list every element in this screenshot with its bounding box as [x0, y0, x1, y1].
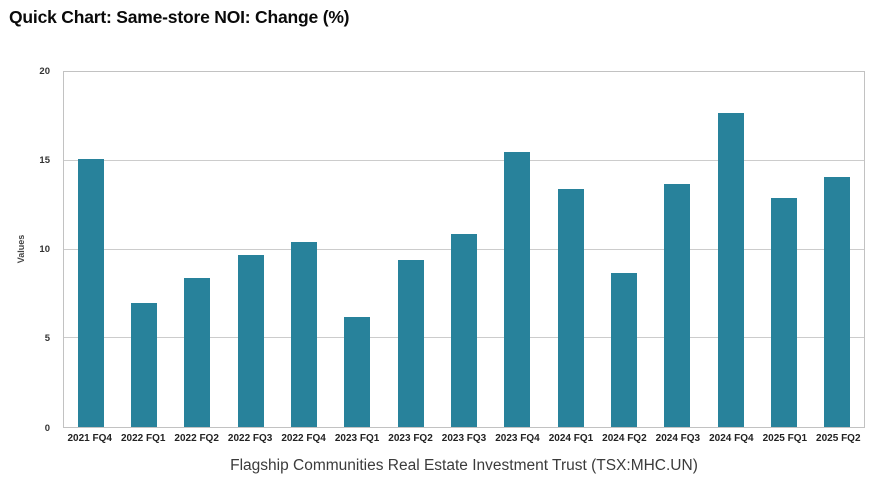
- y-tick-label: 5: [44, 333, 50, 344]
- x-tick-label: 2023 FQ3: [441, 433, 487, 444]
- y-tick-label: 0: [44, 422, 50, 434]
- bar-2024-fq2: [610, 272, 637, 427]
- x-tick-label: 2022 FQ2: [174, 433, 219, 444]
- x-tick-label: 2023 FQ4: [495, 433, 540, 444]
- bar-slot: [757, 72, 810, 427]
- bar-slot: [597, 72, 650, 427]
- bar-2025-fq1: [770, 198, 797, 427]
- bar-slot: [491, 72, 544, 427]
- x-tick-label: 2022 FQ1: [120, 433, 166, 444]
- y-tick-label: 15: [39, 154, 50, 166]
- x-tick-label: 2023 FQ2: [388, 433, 433, 444]
- chart-title: Quick Chart: Same-store NOI: Change (%): [9, 7, 350, 27]
- x-axis-labels: 2021 FQ4 2022 FQ1 2022 FQ2 2022 FQ3 2022 FQ4…: [63, 433, 865, 444]
- bar-slot: [704, 72, 757, 427]
- bars: [64, 72, 864, 427]
- x-tick-label: 2024 FQ4: [709, 433, 754, 444]
- gridline-15: [64, 159, 864, 161]
- y-tick-label: 20: [39, 65, 50, 77]
- bar-slot: [331, 72, 384, 427]
- bar-slot: [171, 72, 224, 427]
- x-tick-label: 2024 FQ2: [602, 433, 647, 444]
- x-tick-label: 2024 FQ1: [548, 433, 594, 444]
- x-tick-label: 2023 FQ1: [334, 433, 380, 444]
- bar-2024-fq4: [717, 112, 744, 427]
- bar-slot: [384, 72, 437, 427]
- bar-slot: [437, 72, 490, 427]
- bar-2022-fq2: [184, 277, 211, 427]
- y-tick-label: 10: [39, 243, 50, 255]
- x-tick-label: 2022 FQ3: [227, 433, 273, 444]
- x-tick-label: 2021 FQ4: [67, 433, 112, 444]
- bar-slot: [544, 72, 597, 427]
- bar-2024-fq1: [557, 189, 584, 427]
- bar-slot: [277, 72, 330, 427]
- bar-2023-fq1: [344, 316, 371, 427]
- bar-2022-fq1: [130, 302, 157, 427]
- bar-slot: [224, 72, 277, 427]
- bar-2025-fq2: [824, 176, 851, 427]
- x-tick-label: 2022 FQ4: [281, 433, 326, 444]
- bar-2022-fq3: [237, 254, 264, 427]
- bar-2024-fq3: [664, 183, 691, 427]
- bar-slot: [811, 72, 864, 427]
- bar-2023-fq2: [397, 260, 424, 427]
- y-axis-labels: 0 5 10 15 20: [0, 66, 50, 432]
- bar-slot: [64, 72, 117, 427]
- bar-slot: [117, 72, 170, 427]
- bar-2021-fq4: [77, 158, 104, 427]
- x-tick-label: 2024 FQ3: [655, 433, 701, 444]
- bar-slot: [651, 72, 704, 427]
- bar-2023-fq4: [504, 151, 531, 427]
- bar-2023-fq3: [450, 233, 477, 427]
- bar-2022-fq4: [290, 242, 317, 427]
- plot-area: [63, 71, 865, 428]
- x-tick-label: 2025 FQ1: [762, 433, 808, 444]
- x-tick-label: 2025 FQ2: [816, 433, 861, 444]
- x-axis-caption: Flagship Communities Real Estate Investm…: [230, 457, 698, 474]
